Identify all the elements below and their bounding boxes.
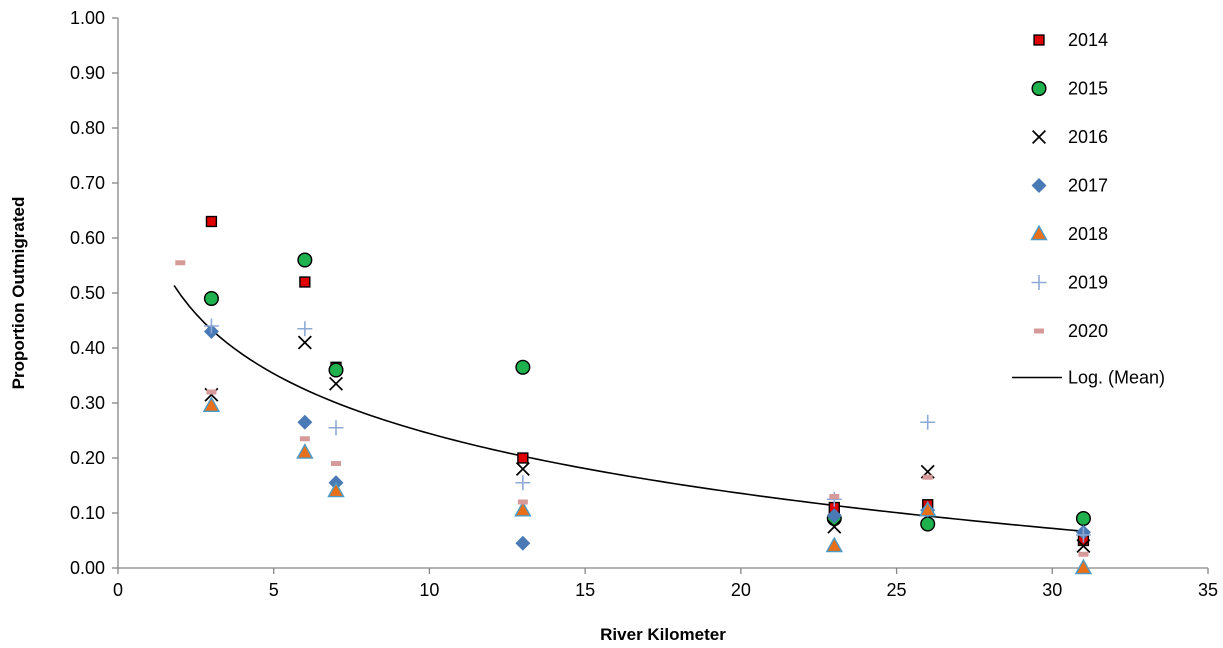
y-tick-label: 0.60 [70, 228, 105, 248]
y-tick-label: 0.70 [70, 173, 105, 193]
data-point-2016 [827, 519, 842, 534]
series-2020 [175, 260, 1089, 557]
data-point-2018 [1074, 558, 1093, 575]
legend-marker-2014 [1033, 34, 1045, 46]
legend-label-2019: 2019 [1068, 273, 1108, 293]
trendline-layer [173, 285, 1084, 533]
data-point-2015 [515, 359, 531, 375]
legend-label-trendline: Log. (Mean) [1068, 368, 1165, 388]
x-axis-title: River Kilometer [600, 625, 726, 644]
x-tick-label: 5 [269, 580, 279, 600]
x-tick-label: 20 [731, 580, 751, 600]
data-point-2015 [297, 252, 313, 268]
series-2016 [204, 335, 1091, 553]
data-point-2019 [297, 321, 313, 337]
data-point-2015 [203, 290, 219, 307]
legend-label-2014: 2014 [1068, 30, 1108, 50]
y-tick-label: 0.80 [70, 118, 105, 138]
y-axis-ticks: 0.00 0.10 0.20 0.30 0.40 0.50 0.60 0.70 0.80 0.90… [70, 8, 118, 578]
x-tick-label: 35 [1198, 580, 1218, 600]
y-tick-label: 0.30 [70, 393, 105, 413]
data-point-2016 [515, 462, 530, 476]
data-point-2016 [1076, 539, 1091, 553]
legend-marker-2020 [1034, 328, 1044, 334]
data-point-2019 [1075, 527, 1091, 543]
data-point-2016 [329, 376, 343, 391]
data-point-2020 [299, 436, 310, 442]
data-point-2017 [826, 508, 842, 524]
legend-label-2018: 2018 [1068, 224, 1108, 244]
data-point-2018 [202, 396, 221, 412]
data-point-2020 [829, 494, 840, 499]
data-point-2015 [920, 516, 936, 532]
data-point-2019 [920, 414, 936, 430]
legend-marker-2018 [1030, 224, 1048, 241]
legend-marker-2017 [1031, 178, 1047, 193]
legend-label-2015: 2015 [1068, 79, 1108, 99]
data-point-2019 [328, 420, 344, 436]
legend-label-2017: 2017 [1068, 176, 1108, 196]
series-2017 [203, 324, 1091, 551]
data-point-2019 [515, 475, 531, 491]
series-2019 [203, 318, 1091, 543]
data-point-2017 [515, 535, 531, 551]
data-point-2017 [297, 414, 313, 430]
data-point-2016 [297, 335, 312, 350]
y-tick-label: 0.50 [70, 283, 105, 303]
y-axis-title: Proportion Outmigrated [9, 197, 28, 390]
data-point-2020 [1078, 551, 1089, 557]
data-point-2020 [206, 389, 217, 395]
data-points-layer [175, 215, 1093, 575]
data-point-2015 [1075, 510, 1091, 527]
x-tick-label: 15 [575, 580, 595, 600]
data-point-2019 [203, 318, 219, 334]
y-tick-label: 0.10 [70, 503, 105, 523]
x-tick-label: 10 [419, 580, 439, 600]
legend-marker-2019 [1031, 275, 1047, 290]
data-point-2018 [327, 481, 345, 498]
x-tick-label: 0 [113, 580, 123, 600]
data-point-2020 [175, 260, 186, 266]
series-2018 [202, 396, 1093, 575]
axes: 0.00 0.10 0.20 0.30 0.40 0.50 0.60 0.70 0.80 0.90… [70, 8, 1218, 600]
x-axis-ticks: 0 5 10 15 20 25 30 35 [113, 568, 1218, 600]
y-tick-label: 0.00 [70, 558, 105, 578]
data-point-2018 [825, 536, 844, 553]
data-point-2018 [296, 443, 314, 459]
legend-label-2020: 2020 [1068, 321, 1108, 341]
x-tick-label: 25 [887, 580, 907, 600]
trendline-log-mean [173, 285, 1084, 533]
x-tick-label: 30 [1042, 580, 1062, 600]
legend-marker-2015 [1031, 80, 1047, 97]
legend-label-2016: 2016 [1068, 127, 1108, 147]
data-point-2014 [517, 452, 529, 464]
legend-marker-2016 [1032, 130, 1046, 144]
data-point-2014 [205, 215, 218, 228]
data-point-2020 [922, 474, 933, 480]
data-point-2020 [517, 499, 528, 505]
y-tick-label: 0.90 [70, 63, 105, 83]
y-tick-label: 0.20 [70, 448, 105, 468]
data-point-2015 [328, 362, 344, 378]
legend: 2014 2015 2016 2017 2018 2019 2020 Log. (Mean) [1012, 30, 1165, 388]
data-point-2018 [514, 500, 532, 517]
y-tick-label: 1.00 [70, 8, 105, 28]
data-point-2020 [331, 461, 341, 466]
y-tick-label: 0.40 [70, 338, 105, 358]
data-point-2014 [299, 276, 311, 288]
data-point-2018 [918, 500, 937, 517]
